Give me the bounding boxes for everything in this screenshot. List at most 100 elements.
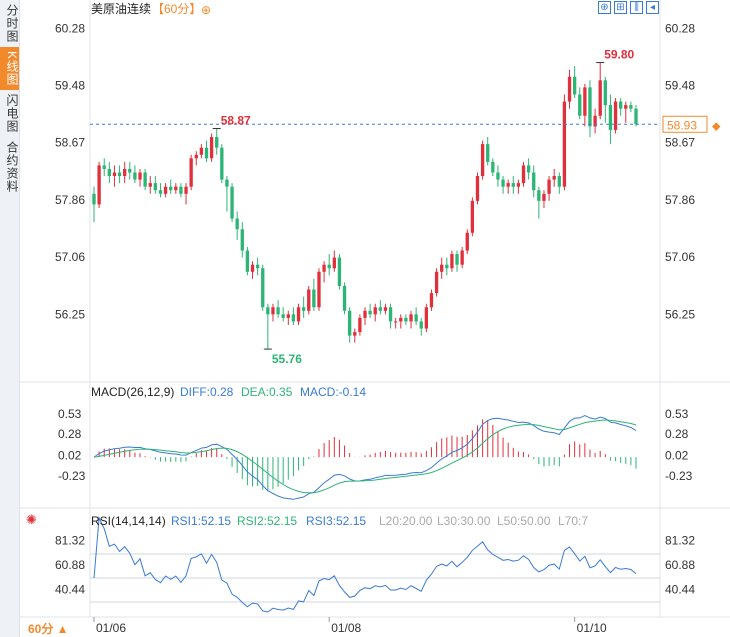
period-selector-button[interactable]: 60分 ▲ <box>28 622 69 636</box>
tab-flash[interactable]: 闪电图 <box>5 94 19 134</box>
candle-body <box>440 264 444 272</box>
rsi3-value: RSI3:52.15 <box>306 514 366 528</box>
macd-tick-right: 0.53 <box>665 407 689 421</box>
candle-body <box>516 183 521 187</box>
price-tick-right: 56.25 <box>665 307 695 321</box>
price-tick-left: 58.67 <box>55 136 85 150</box>
candle-body <box>465 232 469 251</box>
candle-body <box>557 176 561 187</box>
tab-contract-info[interactable]: 合约资料 <box>5 141 19 194</box>
candle-body <box>337 257 342 286</box>
rsi-tick-right: 40.44 <box>665 582 695 596</box>
candle-body <box>491 161 495 173</box>
price-tick-right: 60.28 <box>665 22 695 36</box>
candle-body <box>235 218 239 230</box>
candle-body <box>593 115 597 127</box>
candle-body <box>245 250 250 272</box>
macd-tick-right: -0.23 <box>665 469 693 483</box>
candle-body <box>399 317 403 322</box>
candle-body <box>163 186 168 194</box>
candle-body <box>383 307 388 311</box>
rsi-l30: L30:30.00 <box>437 514 491 528</box>
candle-body <box>450 254 454 269</box>
candle-body <box>373 307 377 315</box>
macd-diff-value: DIFF:0.28 <box>180 385 234 399</box>
candle-body <box>629 105 633 109</box>
candle-body <box>291 314 296 322</box>
fit-icon[interactable]: ⊞ <box>614 1 627 14</box>
candle-body <box>537 190 541 201</box>
price-tick-left: 57.06 <box>55 250 85 264</box>
rsi-tick-right: 81.32 <box>665 533 695 547</box>
price-tick-left: 56.25 <box>55 307 85 321</box>
back-icon[interactable]: ◂ <box>646 1 659 14</box>
candle-body <box>603 80 607 106</box>
date-label: 01/06 <box>96 621 126 635</box>
candle-body <box>220 147 224 180</box>
candle-body <box>618 101 623 109</box>
rsi-tick-left: 81.32 <box>55 533 85 547</box>
candle-body <box>271 307 275 315</box>
candle-body <box>363 310 367 318</box>
candle-body <box>102 165 106 169</box>
candle-body <box>414 314 418 322</box>
candle-body <box>199 147 204 155</box>
candle-body <box>608 105 613 130</box>
candle-body <box>552 176 556 180</box>
macd-dea-value: DEA:0.35 <box>241 385 293 399</box>
macd-tick-left: 0.28 <box>58 427 82 441</box>
candle-body <box>368 310 372 315</box>
macd-tick-left: -0.23 <box>58 469 86 483</box>
candle-body <box>240 229 244 251</box>
candle-body <box>215 137 219 148</box>
candle-body <box>133 172 137 180</box>
candle-body <box>184 186 188 194</box>
candle-body <box>225 179 229 187</box>
rsi-panel: 81.32 81.32 60.88 60.88 40.44 40.44 <box>55 516 695 613</box>
current-price-box <box>662 115 708 133</box>
date-label: 01/10 <box>577 621 607 635</box>
settings-icon[interactable]: ✺ <box>26 512 37 527</box>
rsi-line <box>93 516 637 613</box>
rsi-l20: L20:20.00 <box>379 514 433 528</box>
price-axis-left: 60.28 59.48 58.67 57.86 57.06 56.25 <box>55 22 85 322</box>
candle-body <box>296 307 301 322</box>
price-tick-right: 57.06 <box>665 250 695 264</box>
price-tick-right: 59.48 <box>665 78 695 92</box>
candle-body <box>194 154 198 159</box>
candle-body <box>312 289 316 308</box>
price-tick-left: 60.28 <box>55 22 85 36</box>
candle-body <box>97 165 101 205</box>
plus-circle-icon[interactable]: ⊕ <box>201 3 211 17</box>
candle-body <box>434 271 439 294</box>
macd-label: MACD(26,12,9) <box>91 385 174 399</box>
extreme-label: 55.76 <box>272 352 302 366</box>
tab-time-sharing[interactable]: 分时图 <box>5 4 19 43</box>
rsi-l50: L50:50.00 <box>497 514 551 528</box>
rsi-tick-right: 60.88 <box>665 558 695 572</box>
expand-icon[interactable]: ⊕ <box>598 1 611 14</box>
rsi-l70: L70:7 <box>558 514 588 528</box>
candle-body <box>404 317 408 322</box>
candle-body <box>429 293 434 308</box>
candle-body <box>138 172 142 180</box>
current-price-label: 58.93 <box>667 118 697 132</box>
price-tick-right: 58.67 <box>665 136 695 150</box>
candle-body <box>598 80 602 116</box>
candle-body <box>143 172 147 187</box>
price-axis-right: 60.28 59.48 58.67 57.86 57.06 56.25 <box>665 22 695 322</box>
tab-kline[interactable]: K线图 <box>0 47 19 91</box>
extreme-label: 59.80 <box>604 48 634 62</box>
macd-dea-line <box>93 419 637 494</box>
rsi1-value: RSI1:52.15 <box>171 514 231 528</box>
kline-mode-icon[interactable]: ⫼ <box>630 1 643 14</box>
candle-body <box>230 186 234 219</box>
rsi2-value: RSI2:52.15 <box>237 514 297 528</box>
candle-body <box>327 264 331 269</box>
candle-body <box>388 307 393 322</box>
candle-body <box>266 307 270 315</box>
rsi-tick-left: 40.44 <box>55 582 85 596</box>
candle-body <box>179 186 183 194</box>
candle-body <box>153 183 158 191</box>
